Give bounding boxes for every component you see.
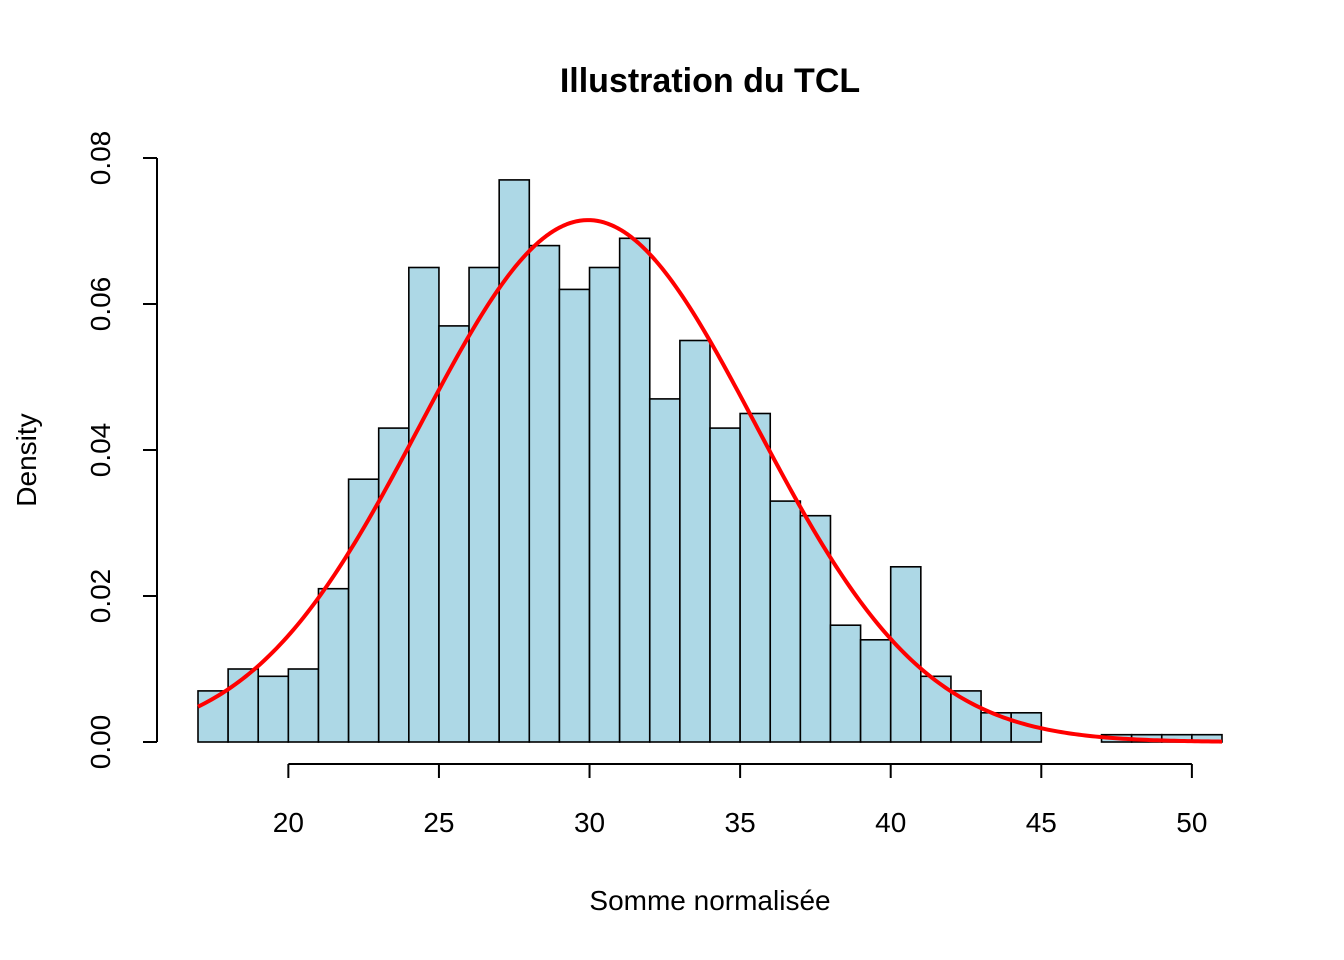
x-axis-label: Somme normalisée	[589, 885, 830, 916]
histogram-bar	[558, 288, 591, 743]
x-tick-label: 20	[273, 807, 304, 838]
x-tick-label: 25	[423, 807, 454, 838]
x-tick-label: 50	[1176, 807, 1207, 838]
y-tick-label: 0.04	[85, 423, 116, 478]
x-tick-label: 45	[1026, 807, 1057, 838]
histogram-bar	[287, 668, 320, 743]
histogram-bar	[347, 478, 380, 743]
y-tick-label: 0.02	[85, 569, 116, 624]
histogram-bar	[679, 339, 711, 743]
x-tick-label: 35	[725, 807, 756, 838]
histogram-bar	[257, 675, 290, 743]
x-axis: 20 25 30 35 40 45 50	[273, 763, 1207, 838]
histogram-bar	[438, 325, 470, 743]
histogram-bar	[769, 500, 802, 743]
histogram-bar	[498, 179, 531, 743]
histogram-bar	[588, 266, 621, 743]
histogram-bar	[648, 398, 681, 743]
y-tick-label: 0.00	[85, 715, 116, 770]
histogram-bar	[317, 587, 350, 743]
normal-density-curve	[197, 218, 1223, 744]
histogram-bar	[377, 427, 410, 743]
x-tick-label: 30	[574, 807, 605, 838]
histogram-bar	[408, 266, 440, 743]
histogram-bar	[618, 237, 651, 743]
y-tick-label: 0.06	[85, 277, 116, 332]
histogram-bar	[829, 624, 862, 743]
chart-title: Illustration du TCL	[560, 62, 860, 100]
y-axis: 0.00 0.02 0.04 0.06 0.08	[85, 131, 158, 770]
histogram-bar	[739, 412, 772, 743]
histogram-bar	[227, 668, 260, 743]
histogram-bar	[709, 427, 741, 743]
y-axis-label: Density	[11, 413, 42, 506]
histogram-bar	[468, 266, 500, 743]
histogram-bar	[859, 638, 892, 743]
histogram-bars	[197, 179, 1223, 743]
histogram-bar	[528, 244, 561, 743]
y-tick-label: 0.08	[85, 131, 116, 186]
x-tick-label: 40	[875, 807, 906, 838]
